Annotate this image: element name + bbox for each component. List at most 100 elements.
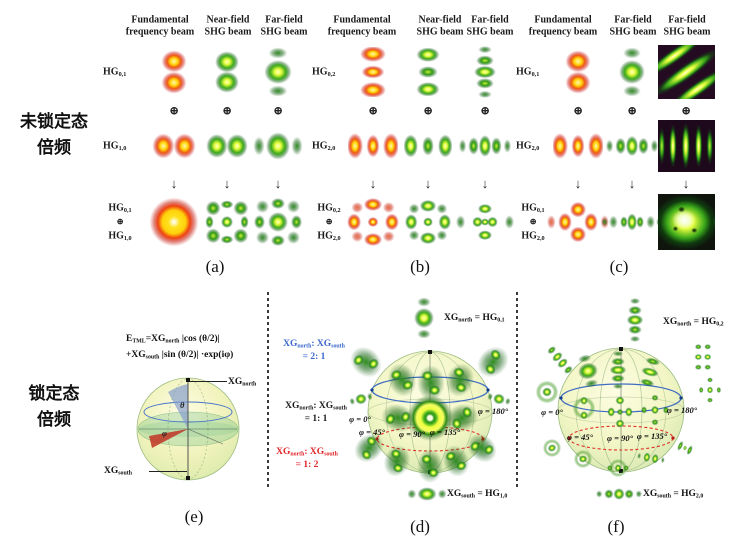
beam-grn-xflower [253, 197, 303, 247]
row-label: HG0,1 [516, 66, 540, 79]
section-label-unlocked: 未锁定态 倍频 [10, 109, 98, 161]
row-label: HG0,1 [103, 66, 127, 79]
oplus-symbol: ⊕ [479, 103, 491, 118]
beam-grn-hpair [634, 443, 668, 473]
phi-label: φ = 90° [399, 429, 425, 439]
beam-red-cflower [547, 199, 609, 245]
down-arrow-symbol: ↓ [223, 176, 231, 191]
beam-photo-diag [657, 45, 715, 99]
phi-label: φ = 135° [636, 431, 668, 441]
caption-b: (b) [410, 257, 430, 276]
column-header: frequency beam [528, 26, 598, 38]
beam-grn-dots4 [697, 376, 723, 404]
equation-line2: +XGsouth |sin (θ/2)| ·exp(iφ) [126, 350, 234, 361]
phi-label: φ = 180° [666, 405, 698, 415]
xg-north-label-d: XGnorth = HG0,1 [444, 313, 505, 324]
theta-symbol: θ [180, 400, 185, 410]
beam-grn-h5f [606, 130, 658, 162]
north-pointer-line [190, 381, 227, 382]
oplus-symbol: ⊕ [626, 103, 638, 118]
photo-beam-pattern [657, 45, 715, 99]
ratio-label-line2: = 1: 1 [304, 414, 328, 424]
beam-red-flower [346, 197, 400, 247]
xg-south-label-e: XGsouth [104, 466, 132, 477]
caption-f: (f) [607, 517, 625, 536]
column-header: SHG beam [416, 26, 464, 38]
row-label-line: HG0,1 [108, 202, 132, 215]
row-label-line: ⊕ [116, 216, 124, 227]
row-label: HG2,0 [516, 140, 540, 153]
beam-grn-v3 [410, 48, 446, 96]
column-header: Fundamental [534, 14, 592, 26]
beam-grn-h3ring [601, 456, 635, 480]
beam-grn-ringdot [531, 377, 563, 407]
caption-a: (a) [205, 257, 225, 276]
beam-grn-v5f [605, 351, 631, 389]
beam-grn-v3f [260, 47, 296, 97]
phi-label: φ = 45° [567, 432, 593, 442]
column-header: Far-field [668, 14, 706, 26]
beam-grn-v2 [209, 50, 245, 94]
down-arrow-symbol: ↓ [628, 176, 636, 191]
beam-grn-dotgrid [690, 342, 716, 372]
phi-label: φ = 135° [429, 427, 461, 437]
row-label-line: HG0,1 [521, 202, 545, 215]
oplus-symbol: ⊕ [221, 103, 233, 118]
column-header: Far-field [614, 14, 652, 26]
phi-label: φ = 0° [541, 407, 563, 417]
section-label-locked-line2: 倍频 [37, 410, 71, 429]
beam-grn-h5f [459, 129, 511, 163]
poincare-sphere-e [136, 377, 240, 481]
beam-red-h3 [553, 127, 603, 165]
phi-label: φ = 0° [349, 414, 371, 424]
down-arrow-symbol: ↓ [481, 176, 489, 191]
row-label-line: HG2,0 [521, 230, 545, 243]
phi-label: φ = 180° [477, 406, 509, 416]
oplus-symbol: ⊕ [272, 103, 284, 118]
row-label-line: HG1,0 [108, 230, 132, 243]
xg-south-label-f: XGsouth = HG2,0 [643, 489, 704, 500]
oplus-symbol: ⊕ [422, 103, 434, 118]
beam-grn-flower-sm [456, 202, 514, 242]
beam-grn-h5f [596, 485, 642, 503]
row-label-line: ⊕ [325, 216, 333, 227]
ratio-label-line1: XGnorth: XGsouth [285, 401, 347, 412]
column-header: SHG beam [204, 26, 252, 38]
xg-north-label-f: XGnorth = HG0,2 [663, 317, 724, 328]
beam-red-v2 [559, 49, 597, 95]
beam-photo-blob [657, 194, 715, 250]
ratio-label-line1: XGnorth: XGsouth [283, 339, 345, 350]
down-arrow-symbol: ↓ [682, 176, 690, 191]
down-arrow-symbol: ↓ [274, 176, 282, 191]
beam-grn-v3f [615, 47, 649, 97]
photo-beam-pattern [657, 194, 715, 250]
beam-grn-clover [603, 394, 637, 430]
row-label: HG1,0 [103, 140, 127, 153]
beam-grn-ringv [569, 390, 599, 426]
column-header: Near-field [418, 14, 462, 26]
down-arrow-symbol: ↓ [369, 176, 377, 191]
down-arrow-symbol: ↓ [424, 176, 432, 191]
beam-grn-ring [407, 395, 453, 441]
oplus-symbol: ⊕ [168, 103, 180, 118]
down-arrow-symbol: ↓ [574, 176, 582, 191]
beam-photo-v [657, 120, 715, 172]
phi-symbol: φ [162, 428, 167, 438]
column-header: Fundamental [131, 14, 189, 26]
down-arrow-symbol: ↓ [170, 176, 178, 191]
column-header: SHG beam [260, 26, 308, 38]
beam-red-v3 [354, 47, 392, 97]
section-label-locked: 锁定态 倍频 [10, 381, 98, 433]
ratio-label-line1: XGnorth: XGsouth [276, 447, 338, 458]
caption-c: (c) [609, 257, 629, 276]
column-header: SHG beam [466, 26, 514, 38]
column-header: SHG beam [609, 26, 657, 38]
photo-beam-pattern [657, 120, 715, 172]
section-label-unlocked-line2: 倍频 [37, 138, 71, 157]
xg-north-label-e: XGnorth [228, 377, 257, 388]
beam-grn-ringdot [567, 444, 599, 474]
beam-grn-csmall [601, 204, 663, 240]
beam-grn-sqring [204, 199, 250, 245]
row-label-line: HG0,2 [317, 202, 341, 215]
